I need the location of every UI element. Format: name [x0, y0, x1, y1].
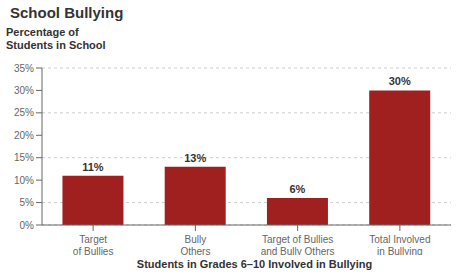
html-text:Percentage of: Percentage of: [6, 26, 79, 38]
svg-text:Target of Bulliesand Bully Oth: Target of Bulliesand Bully Others: [261, 234, 335, 255]
html-text:Students in Grades 6–10 Involv: Students in Grades 6–10 Involved in Bull…: [136, 258, 373, 270]
svg-text:10%: 10%: [14, 175, 34, 186]
svg-text:BullyOthers: BullyOthers: [180, 234, 210, 255]
svg-text:30%: 30%: [389, 75, 411, 87]
svg-text:0%: 0%: [20, 220, 35, 231]
svg-text:11%: 11%: [82, 161, 104, 173]
html-text:Students in School: Students in School: [6, 39, 106, 51]
svg-text:35%: 35%: [14, 63, 34, 74]
svg-text:25%: 25%: [14, 107, 34, 118]
svg-text:20%: 20%: [14, 130, 34, 141]
svg-text:15%: 15%: [14, 152, 34, 163]
svg-text:13%: 13%: [184, 152, 206, 164]
svg-text:Targetof Bullies: Targetof Bullies: [73, 234, 114, 255]
svg-text:30%: 30%: [14, 85, 34, 96]
html-text:School Bullying: School Bullying: [10, 4, 124, 21]
svg-text:Total Involvedin Bullying: Total Involvedin Bullying: [369, 234, 430, 255]
svg-text:5%: 5%: [20, 197, 35, 208]
svg-text:6%: 6%: [289, 183, 305, 195]
